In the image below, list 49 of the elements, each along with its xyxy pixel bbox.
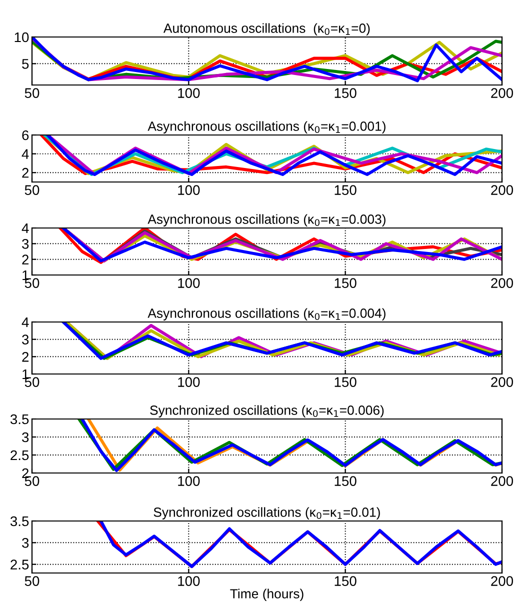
x-tick-label: 200: [491, 185, 514, 195]
x-tick-label: 50: [24, 88, 40, 98]
y-tick-label: 2.5: [10, 560, 29, 570]
x-tick-label: 50: [24, 185, 40, 195]
y-tick-label: 2: [22, 254, 29, 264]
y-tick-label: 3.5: [10, 414, 29, 424]
chart-title: Synchronized oscillations (κ$_{0}$=κ$_{1}$=0.01): [154, 507, 380, 520]
chart-title: Asynchronous oscillations (κ$_{0}$=κ$_{1}$=0.004): [148, 308, 386, 320]
x-tick-label: 50: [24, 278, 40, 288]
y-tick-label: 4: [22, 223, 29, 234]
x-tick-label: 150: [334, 476, 356, 486]
x-axis-title: Time (hours): [230, 588, 304, 602]
y-tick-label: 3: [22, 239, 29, 249]
x-tick-label: 200: [491, 476, 514, 486]
x-tick-label: 150: [334, 576, 356, 586]
x-tick-label: 100: [178, 377, 200, 387]
x-tick-label: 200: [491, 576, 514, 586]
x-tick-label: 200: [491, 278, 514, 288]
x-tick-label: 100: [178, 278, 200, 288]
y-tick-label: 5: [22, 59, 29, 69]
y-tick-label: 10: [14, 32, 29, 42]
y-tick-label: 2: [22, 168, 29, 178]
chart-title: Asynchronous oscillations (κ$_{0}$=κ$_{1}$=0.003): [148, 214, 386, 226]
y-tick-label: 3: [22, 334, 29, 345]
chart-title: Asynchronous oscillations (κ$_{0}$=κ$_{1}$=0.001): [148, 121, 386, 134]
y-tick-label: 3: [22, 432, 29, 442]
x-tick-label: 150: [334, 88, 356, 98]
y-tick-label: 6: [22, 130, 29, 140]
x-tick-label: 150: [334, 185, 356, 195]
x-tick-label: 150: [334, 278, 356, 288]
x-tick-label: 200: [491, 377, 514, 387]
y-tick-label: 2: [22, 468, 29, 478]
chart-title: Synchronized oscillations (κ$_{0}$=κ$_{1}$=0.006): [150, 405, 384, 418]
y-tick-label: 2: [22, 352, 29, 362]
x-tick-label: 100: [178, 185, 200, 195]
y-tick-label: 4: [22, 317, 29, 328]
x-tick-label: 50: [24, 476, 40, 486]
x-tick-label: 200: [491, 88, 514, 98]
x-tick-label: 100: [178, 576, 200, 586]
y-tick-label: 4: [22, 149, 29, 159]
x-tick-label: 100: [178, 476, 200, 486]
y-tick-label: 2.5: [10, 450, 29, 460]
x-tick-label: 150: [334, 377, 356, 387]
y-tick-label: 3.5: [10, 516, 29, 526]
chart-title: Autonomous oscillations (κ$_{0}$=κ$_{1}$=0): [163, 23, 370, 36]
x-tick-label: 100: [178, 88, 200, 98]
x-tick-label: 50: [24, 576, 40, 586]
x-tick-label: 50: [24, 377, 40, 387]
y-tick-label: 3: [22, 538, 29, 548]
